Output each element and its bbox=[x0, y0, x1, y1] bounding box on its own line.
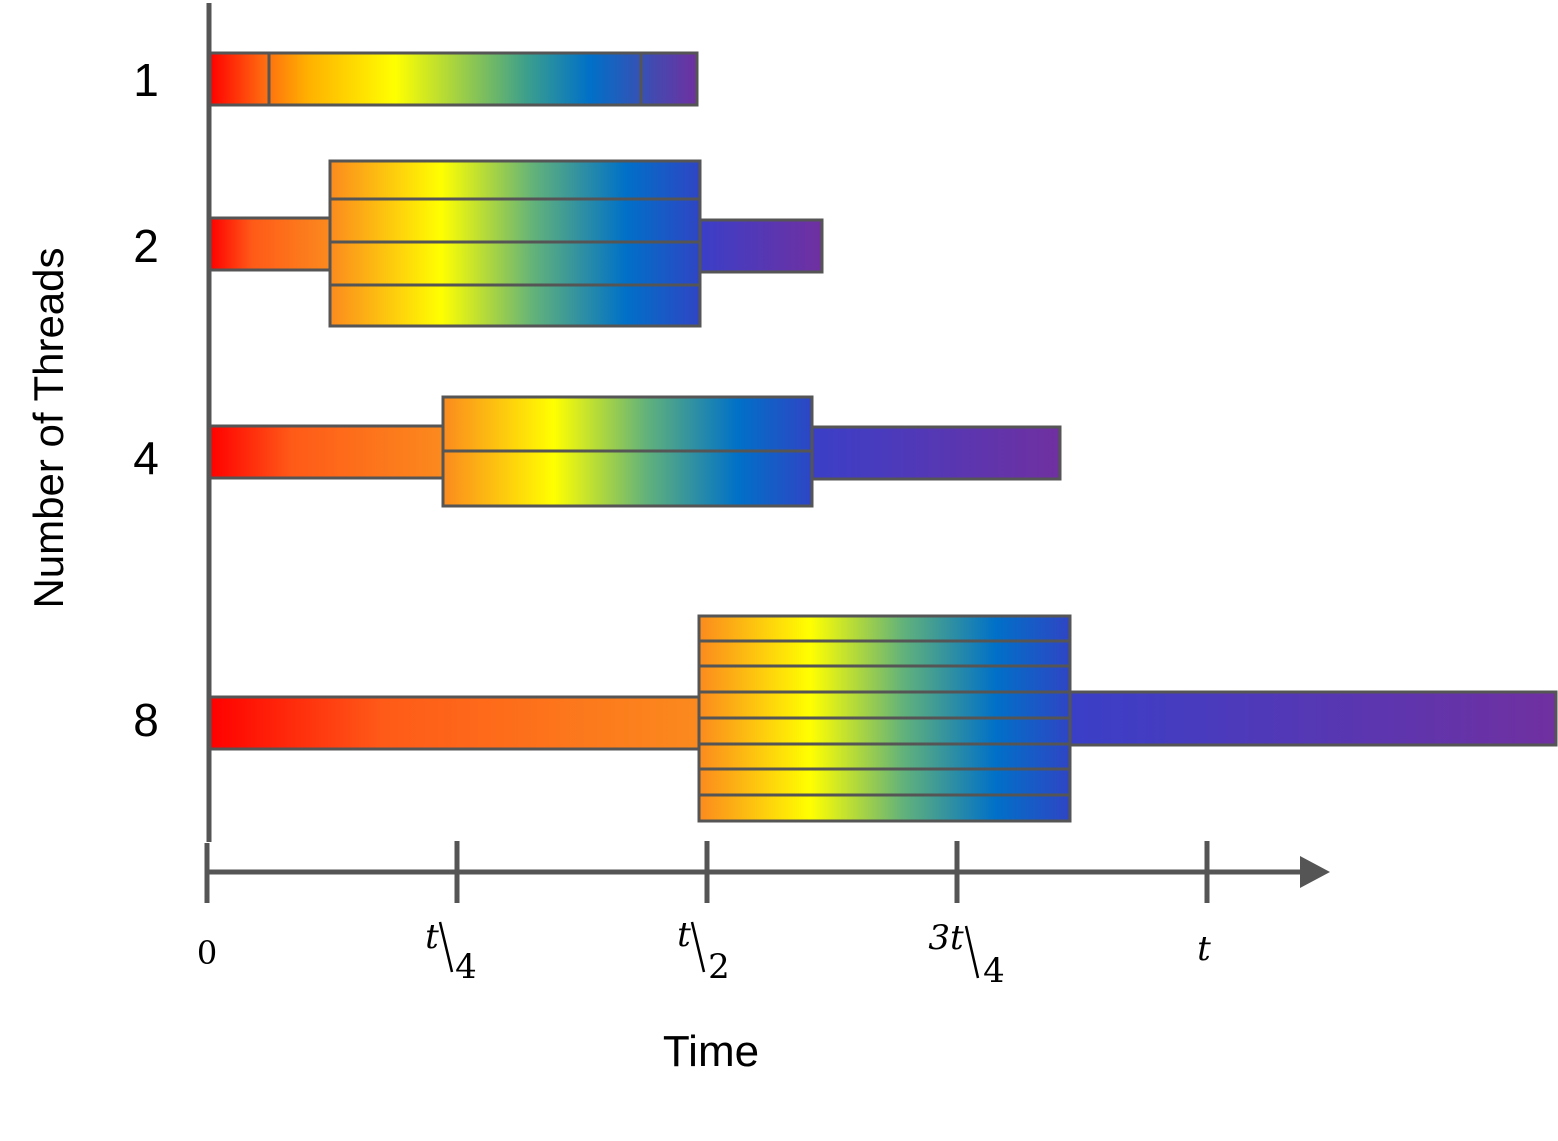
row-1-bar bbox=[208, 51, 699, 107]
tick-fraction-slash bbox=[438, 921, 454, 973]
tick-denominator: 4 bbox=[455, 947, 477, 987]
row-8-serial-start bbox=[208, 695, 701, 751]
tick-numerator: 3t bbox=[928, 918, 964, 958]
row-label-4: 4 bbox=[133, 432, 159, 484]
row-2-timeline bbox=[208, 159, 824, 328]
tick-fraction-slash bbox=[964, 925, 980, 979]
row-2-serial-end bbox=[698, 218, 824, 274]
row-label-2: 2 bbox=[133, 220, 159, 272]
row-1-timeline bbox=[208, 51, 699, 107]
row-8-timeline bbox=[208, 614, 1558, 823]
y-axis-label: Number of Threads bbox=[25, 247, 72, 608]
tick-denominator: 4 bbox=[983, 951, 1005, 991]
x-tick-label-0: 0 bbox=[197, 934, 217, 972]
row-label-8: 8 bbox=[133, 694, 159, 746]
x-axis-arrowhead bbox=[1300, 856, 1330, 888]
row-2-serial-start bbox=[208, 216, 332, 272]
x-axis-label: Time bbox=[663, 1027, 759, 1076]
tick-fraction-slash bbox=[690, 921, 706, 973]
x-tick-label-t: t bbox=[1197, 929, 1211, 969]
x-tick-label-quarter: t 4 bbox=[425, 917, 477, 987]
row-4-serial-end bbox=[810, 425, 1062, 481]
row-8-serial-end bbox=[1068, 690, 1558, 747]
tick-numerator: t bbox=[425, 917, 439, 957]
x-tick-label-three-quarters: 3t 4 bbox=[928, 918, 1004, 991]
row-4-serial-start bbox=[208, 424, 445, 480]
tick-denominator: 2 bbox=[708, 947, 730, 987]
row-label-1: 1 bbox=[133, 54, 159, 106]
row-4-timeline bbox=[208, 395, 1062, 508]
tick-numerator: t bbox=[677, 915, 691, 955]
x-tick-label-half: t 2 bbox=[677, 915, 730, 987]
